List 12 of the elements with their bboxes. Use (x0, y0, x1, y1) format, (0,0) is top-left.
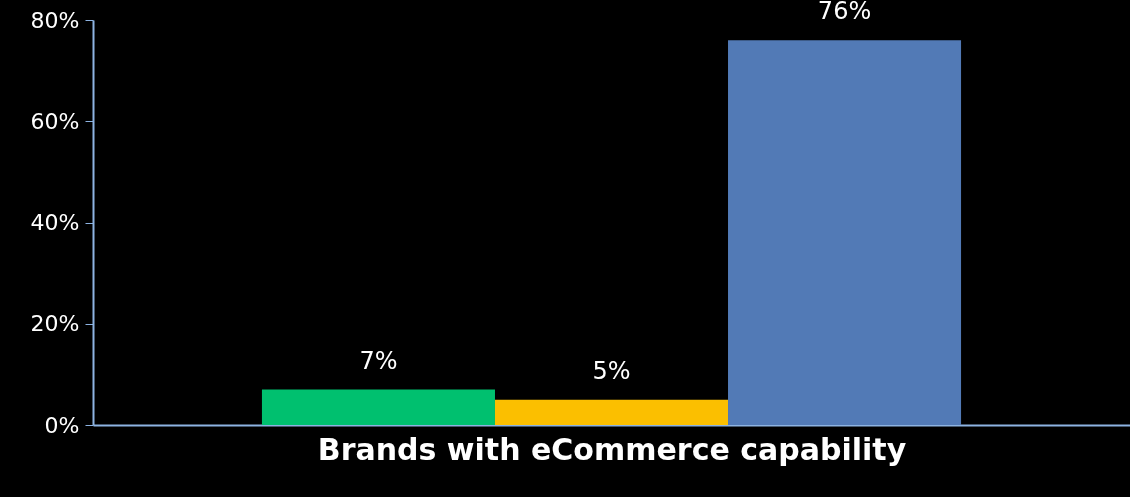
bar (728, 40, 962, 425)
data-label: 5% (592, 356, 631, 385)
y-tick-label: 60% (30, 108, 80, 134)
y-tick-label: 80% (30, 7, 80, 33)
data-label: 76% (817, 0, 872, 26)
y-tick-label: 40% (30, 210, 80, 235)
bar (261, 389, 495, 425)
bar (494, 399, 729, 425)
x-axis-title: Brands with eCommerce capability (317, 431, 907, 467)
y-tick-label: 0% (44, 412, 80, 438)
data-label: 7% (359, 346, 398, 375)
y-tick-label: 20% (30, 311, 80, 337)
